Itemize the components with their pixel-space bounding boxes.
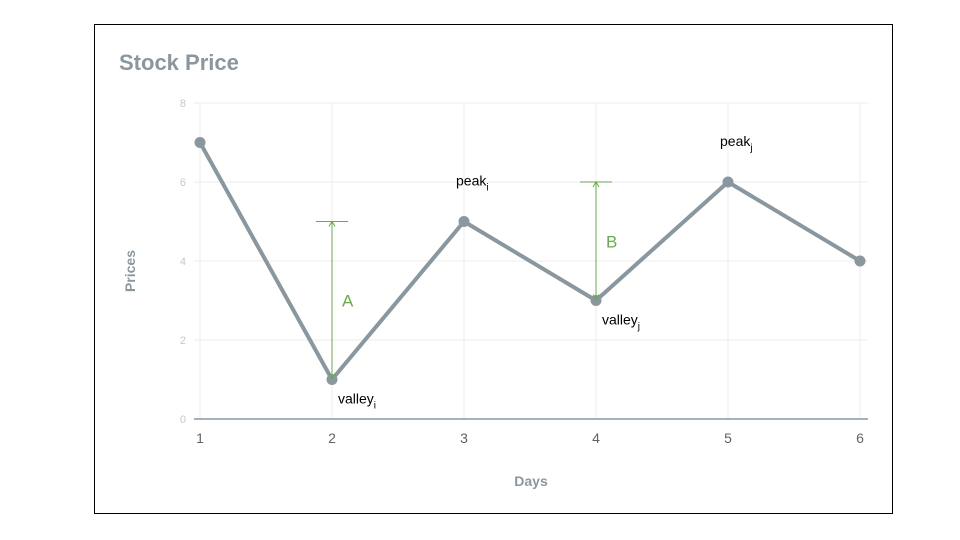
x-tick-label: 3 [460,430,468,446]
point-label: peaki [456,173,489,194]
x-axis-label: Days [514,473,548,489]
point-label-subscript: j [637,322,640,333]
y-tick-label: 2 [180,335,186,347]
span-label: B [606,232,617,251]
series-line [198,141,862,382]
point-label-text: valley [602,312,638,328]
data-point [458,216,470,227]
x-tick-label: 4 [592,430,600,446]
span-arrow-bottom [592,294,600,301]
point-label: valleyi [338,391,376,412]
point-label-subscript: j [749,143,752,154]
data-point [722,176,734,188]
span-arrow-top [592,181,600,188]
point-label-text: peak [456,173,487,189]
y-tick-label: 4 [180,256,186,268]
y-tick-label: 8 [180,98,186,110]
point-label: valleyj [602,312,640,333]
point-label-text: peak [720,133,751,149]
y-tick-label: 6 [180,177,186,189]
span-label: A [342,292,354,311]
y-axis-label: Prices [122,250,138,292]
x-tick-label: 6 [856,430,864,446]
point-label-subscript: i [374,401,376,412]
x-tick-label: 5 [724,430,732,446]
y-tick-label: 0 [180,414,186,426]
span-arrow-top [328,220,336,227]
point-label: peakj [720,133,753,154]
data-point [194,137,206,148]
point-label-subscript: i [486,183,488,194]
point-label-text: valley [338,391,374,407]
chart-title: Stock Price [119,50,239,75]
x-tick-label: 1 [196,430,204,446]
x-tick-label: 2 [328,430,336,446]
span-arrow-bottom [328,373,336,380]
chart-frame [94,24,893,514]
data-point [854,255,866,267]
